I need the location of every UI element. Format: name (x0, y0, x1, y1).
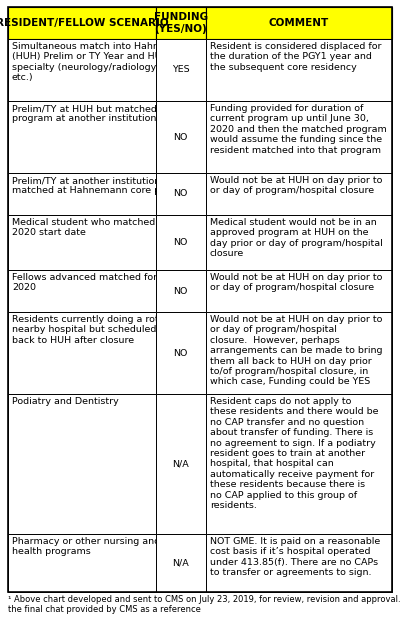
Text: RESIDENT/FELLOW SCENARIO: RESIDENT/FELLOW SCENARIO (0, 18, 168, 28)
Text: NOT GME. It is paid on a reasonable
cost basis if it’s hospital operated
under 4: NOT GME. It is paid on a reasonable cost… (210, 537, 380, 577)
Bar (8, 173, 156, 215)
Text: Prelim/TY at HUH but matched into a core
program at another institution: Prelim/TY at HUH but matched into a core… (12, 104, 210, 123)
Text: Resident is considered displaced for
the duration of the PGY1 year and
the subse: Resident is considered displaced for the… (210, 42, 381, 72)
Text: Would not be at HUH on day prior to
or day of program/hospital
closure.  However: Would not be at HUH on day prior to or d… (210, 315, 382, 386)
Text: N/A: N/A (172, 459, 189, 468)
Text: NO: NO (174, 287, 188, 295)
Bar (206, 101, 392, 173)
Text: Medical student who matched for a July 1,
2020 start date: Medical student who matched for a July 1… (12, 218, 212, 237)
Bar (8, 394, 156, 534)
Bar (206, 534, 392, 592)
Text: YES: YES (172, 66, 190, 74)
Bar (206, 7, 392, 39)
Bar (206, 312, 392, 394)
Text: COMMENT: COMMENT (269, 18, 329, 28)
Text: Residents currently doing a rotation at
nearby hospital but scheduled to rotate
: Residents currently doing a rotation at … (12, 315, 201, 345)
Text: FUNDING
(YES/NO): FUNDING (YES/NO) (154, 12, 208, 34)
Bar (8, 101, 156, 173)
Bar (156, 7, 206, 39)
Text: Fellows advanced matched for July 1,
2020: Fellows advanced matched for July 1, 202… (12, 273, 189, 292)
Bar (156, 215, 206, 270)
Text: NO: NO (174, 349, 188, 357)
Text: Funding provided for duration of
current program up until June 30,
2020 and then: Funding provided for duration of current… (210, 104, 386, 155)
Text: NO: NO (174, 238, 188, 247)
Bar (206, 173, 392, 215)
Text: NO: NO (174, 133, 188, 141)
Text: Medical student would not be in an
approved program at HUH on the
day prior or d: Medical student would not be in an appro… (210, 218, 382, 258)
Text: Simultaneous match into Hahnemann
(HUH) Prelim or TY Year and HUH core
specialty: Simultaneous match into Hahnemann (HUH) … (12, 42, 214, 82)
Text: Pharmacy or other nursing and allied
health programs: Pharmacy or other nursing and allied hea… (12, 537, 189, 557)
Bar (206, 215, 392, 270)
Bar (156, 173, 206, 215)
Text: Resident caps do not apply to
these residents and there would be
no CAP transfer: Resident caps do not apply to these resi… (210, 397, 378, 510)
Bar (8, 270, 156, 312)
Bar (156, 270, 206, 312)
Text: Would not be at HUH on day prior to
or day of program/hospital closure: Would not be at HUH on day prior to or d… (210, 176, 382, 195)
Bar (8, 215, 156, 270)
Text: ¹ Above chart developed and sent to CMS on July 23, 2019, for review, revision a: ¹ Above chart developed and sent to CMS … (8, 595, 400, 614)
Text: Would not be at HUH on day prior to
or day of program/hospital closure: Would not be at HUH on day prior to or d… (210, 273, 382, 292)
Bar (8, 534, 156, 592)
Bar (156, 39, 206, 101)
Bar (206, 270, 392, 312)
Bar (156, 312, 206, 394)
Text: Podiatry and Dentistry: Podiatry and Dentistry (12, 397, 119, 406)
Bar (8, 39, 156, 101)
Bar (206, 39, 392, 101)
Bar (206, 394, 392, 534)
Text: N/A: N/A (172, 558, 189, 568)
Bar (8, 312, 156, 394)
Bar (8, 7, 156, 39)
Text: Prelim/TY at another institution but
matched at Hahnemann core program: Prelim/TY at another institution but mat… (12, 176, 195, 195)
Bar (156, 101, 206, 173)
Bar (156, 534, 206, 592)
Bar (156, 394, 206, 534)
Text: NO: NO (174, 190, 188, 198)
